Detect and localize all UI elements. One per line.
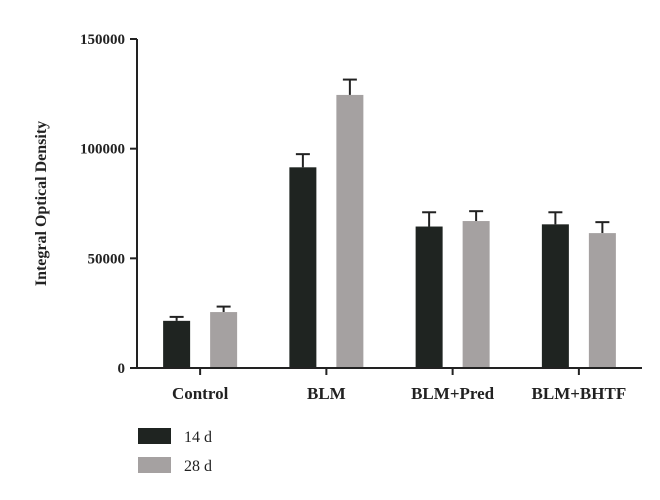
bar-14d-3	[541, 224, 569, 368]
bar-14d-0	[163, 320, 191, 368]
x-tick-label: BLM	[307, 384, 346, 403]
legend-swatch-28d	[138, 457, 171, 473]
y-tick-label: 0	[118, 361, 126, 377]
bar-28d-1	[336, 94, 364, 369]
x-tick-label: BLM+BHTF	[532, 384, 627, 403]
legend-swatch-14d	[138, 428, 171, 444]
y-axis: 0 50000 100000 150000	[80, 32, 138, 377]
y-tick-label: 150000	[80, 32, 125, 48]
bars-layer	[163, 78, 616, 369]
bar-28d-3	[588, 233, 616, 368]
bar-14d-1	[289, 167, 317, 368]
y-tick-label: 50000	[88, 251, 126, 267]
x-tick-label: BLM+Pred	[411, 384, 495, 403]
x-tick-label: Control	[172, 384, 229, 403]
legend-label: 28 d	[184, 458, 212, 475]
legend-label: 14 d	[184, 429, 212, 446]
y-axis-title: Integral Optical Density	[33, 121, 50, 286]
legend: 14 d 28 d	[138, 428, 212, 475]
x-axis: Control BLM BLM+Pred BLM+BHTF	[137, 367, 642, 403]
bar-28d-0	[210, 312, 238, 368]
y-tick-label: 100000	[80, 142, 125, 158]
bar-28d-2	[462, 221, 490, 368]
bar-14d-2	[415, 226, 443, 368]
